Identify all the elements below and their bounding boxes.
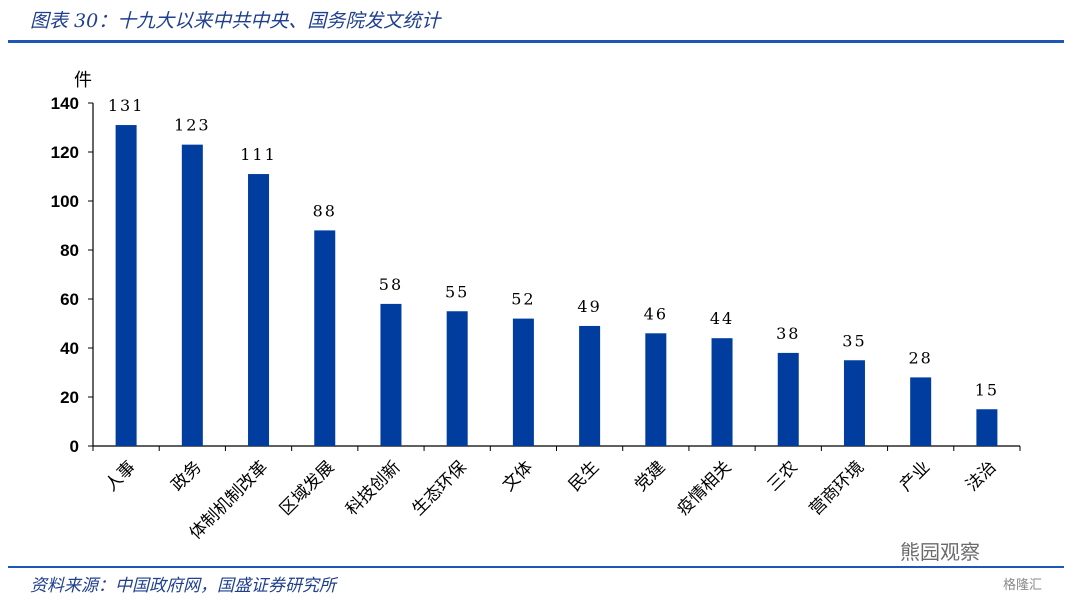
y-tick-label: 40 xyxy=(60,339,79,358)
data-label: 123 xyxy=(174,116,211,135)
x-tick-label: 疫情相关 xyxy=(673,457,735,519)
y-tick-label: 140 xyxy=(51,94,79,113)
bar xyxy=(976,409,998,446)
watermark-corner-text: 格隆汇 xyxy=(1003,578,1043,593)
bar xyxy=(446,311,468,446)
y-tick-label: 120 xyxy=(51,143,79,162)
data-label: 111 xyxy=(240,145,277,164)
bar xyxy=(910,377,932,446)
bar xyxy=(248,174,270,447)
x-tick-label: 政务 xyxy=(168,457,206,495)
bar xyxy=(115,125,137,447)
x-tick-label: 营商环境 xyxy=(806,457,868,519)
data-label: 46 xyxy=(644,304,668,323)
bar xyxy=(181,144,203,446)
chart-labels: 131人事123政务111体制机制改革88区域发展58科技创新55生态环保52文… xyxy=(101,96,1000,544)
bar xyxy=(380,303,402,446)
x-tick-label: 科技创新 xyxy=(342,457,404,519)
bar xyxy=(843,360,865,446)
x-tick-label: 区域发展 xyxy=(276,457,338,519)
bar xyxy=(711,338,733,446)
y-tick-label: 100 xyxy=(51,192,79,211)
x-tick-label: 文体 xyxy=(499,457,537,495)
data-label: 55 xyxy=(445,282,469,301)
y-tick-label: 60 xyxy=(60,290,79,309)
x-tick-label: 三农 xyxy=(764,457,802,495)
source-note: 资料来源：中国政府网，国盛证券研究所 xyxy=(30,576,336,596)
data-label: 15 xyxy=(975,380,999,399)
x-tick-label: 民生 xyxy=(565,457,603,495)
data-label: 49 xyxy=(577,297,601,316)
bar xyxy=(579,325,601,446)
x-tick-label: 生态环保 xyxy=(408,457,470,519)
y-tick-label: 80 xyxy=(60,241,79,260)
chart-bars xyxy=(115,125,998,447)
x-tick-label: 人事 xyxy=(101,457,139,495)
data-label: 28 xyxy=(908,348,932,367)
footer-rule xyxy=(8,566,1064,568)
y-tick-label: 0 xyxy=(70,437,79,456)
header-rule xyxy=(8,40,1064,43)
data-label: 58 xyxy=(379,275,403,294)
y-axis-unit: 件 xyxy=(74,70,92,91)
y-tick-label: 20 xyxy=(60,388,79,407)
x-tick-label: 法治 xyxy=(962,457,1000,495)
bar xyxy=(512,318,534,446)
bar xyxy=(777,352,799,446)
bar xyxy=(645,333,667,446)
data-label: 88 xyxy=(313,201,337,220)
data-label: 52 xyxy=(511,290,535,309)
x-tick-label: 产业 xyxy=(896,457,934,495)
data-label: 44 xyxy=(710,309,734,328)
x-tick-label: 党建 xyxy=(631,457,669,495)
data-label: 35 xyxy=(842,331,866,350)
chart-title: 图表 30：十九大以来中共中央、国务院发文统计 xyxy=(30,10,441,32)
chart-axes: 0 20 40 60 80 100 120 140 件 xyxy=(51,70,1021,456)
data-label: 38 xyxy=(776,324,800,343)
bar xyxy=(314,230,336,446)
watermark-text: 熊园观察 xyxy=(900,540,980,564)
data-label: 131 xyxy=(108,96,145,115)
